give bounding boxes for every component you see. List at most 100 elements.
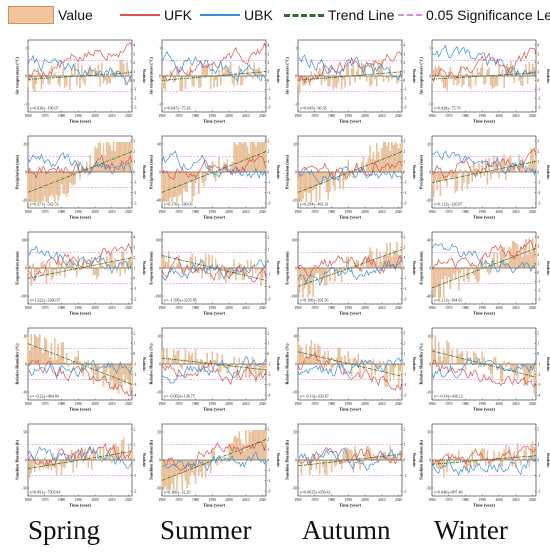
value-bar [250, 432, 252, 461]
value-bar [161, 171, 163, 202]
value-bar [248, 73, 250, 77]
right-tick-label: -1 [133, 362, 136, 366]
value-bar [127, 142, 130, 173]
left-tick-label: 0 [295, 266, 297, 270]
value-bar [371, 75, 373, 85]
value-bar [434, 335, 437, 365]
right-tick-label: -1 [267, 181, 270, 185]
value-bar [181, 75, 183, 92]
value-bar [371, 159, 373, 173]
value-bar [464, 74, 467, 77]
x-tick-label: 1980 [58, 498, 65, 502]
value-bar [305, 171, 308, 202]
right-axis-title: Statistic [412, 357, 417, 372]
value-bar [261, 363, 264, 373]
right-tick-label: 0 [403, 170, 405, 174]
chart-panel: 20 0 -20 3 2 1 0 -1 -2 -3 1960 1970 1980 1990 2000 2010… [285, 135, 417, 220]
value-bar [314, 267, 316, 276]
y-axis-title: Precipitation (mm) [285, 154, 290, 189]
right-tick-label: 4 [267, 43, 269, 47]
value-bar [461, 171, 463, 191]
x-tick-label: 2000 [362, 402, 369, 406]
right-tick-label: 0 [537, 79, 539, 83]
right-tick-label: -1 [133, 88, 136, 92]
trend-line [431, 455, 537, 465]
right-tick-label: 1 [133, 342, 135, 346]
right-tick-label: 0 [403, 266, 405, 270]
value-bar [304, 171, 306, 192]
right-tick-label: -3 [537, 297, 540, 301]
x-tick-label: 2000 [92, 306, 99, 310]
value-bar [72, 171, 74, 186]
value-bar [503, 154, 505, 173]
value-bar [344, 75, 346, 88]
value-bar [258, 67, 260, 77]
right-tick-label: -4 [267, 393, 270, 397]
value-bar [240, 263, 242, 269]
trend-equation: y=−1.596x+3235.85 [164, 298, 197, 303]
left-tick-label: -50 [22, 486, 27, 490]
x-tick-label: 2010 [108, 498, 115, 502]
left-tick-label: 20 [293, 142, 297, 146]
x-tick-label: 2020 [259, 498, 266, 502]
value-bar [67, 363, 69, 367]
right-tick-label: -4 [537, 393, 540, 397]
y-axis-title: Evaporation (mm) [419, 251, 424, 285]
x-axis-title: Time (year) [69, 215, 92, 220]
right-axis-title: Statistic [142, 357, 147, 372]
bar-swatch-icon [8, 6, 54, 24]
value-bar [468, 171, 470, 184]
x-tick-label: 1990 [209, 210, 216, 214]
value-bar [101, 459, 103, 463]
x-tick-label: 1980 [328, 114, 335, 118]
x-tick-label: 1970 [311, 306, 318, 310]
x-tick-label: 1980 [58, 402, 65, 406]
right-tick-label: 2 [267, 438, 269, 442]
value-bar [531, 63, 534, 77]
value-bar [359, 363, 361, 377]
value-bar [503, 75, 505, 88]
legend-label-trend: Trend Line [328, 7, 395, 23]
value-bar [476, 68, 478, 77]
value-bar [59, 459, 61, 466]
value-bar [181, 363, 183, 370]
right-tick-label: 2 [537, 61, 539, 65]
value-bar [40, 350, 43, 365]
value-bar [511, 240, 514, 269]
x-tick-label: 2000 [496, 210, 503, 214]
value-bar [82, 75, 85, 83]
right-tick-label: 0 [133, 458, 135, 462]
value-bar [55, 459, 58, 476]
value-bar [340, 267, 343, 282]
value-bar [174, 459, 177, 475]
right-tick-label: 2 [537, 253, 539, 257]
right-tick-label: -1 [267, 273, 270, 277]
value-bar [211, 351, 214, 365]
value-bar [50, 267, 53, 281]
value-bar [176, 262, 178, 269]
value-bar [166, 261, 168, 269]
value-bar [168, 251, 170, 269]
value-bar [327, 171, 329, 200]
right-axis-title: Statistic [276, 261, 281, 276]
value-bar [256, 142, 259, 173]
value-bar [439, 356, 442, 365]
significance-line-icon [398, 14, 422, 16]
value-bar [164, 261, 167, 269]
chart-panel: 100 0 -100 3 2 1 0 -1 -2 -3 1960 1970 1980 1990 2000 20… [285, 231, 417, 316]
value-bar [203, 67, 205, 77]
value-bar [54, 267, 56, 270]
value-bar [312, 356, 314, 365]
ufk-line [27, 359, 133, 397]
left-tick-label: 1 [295, 46, 297, 50]
value-bar [431, 267, 433, 290]
value-bar [106, 75, 108, 86]
ubk-line [161, 259, 267, 281]
right-tick-label: 0 [537, 170, 539, 174]
value-bar [438, 171, 440, 182]
left-tick-label: 0 [25, 266, 27, 270]
value-bar [49, 75, 51, 86]
value-bar [305, 344, 308, 365]
